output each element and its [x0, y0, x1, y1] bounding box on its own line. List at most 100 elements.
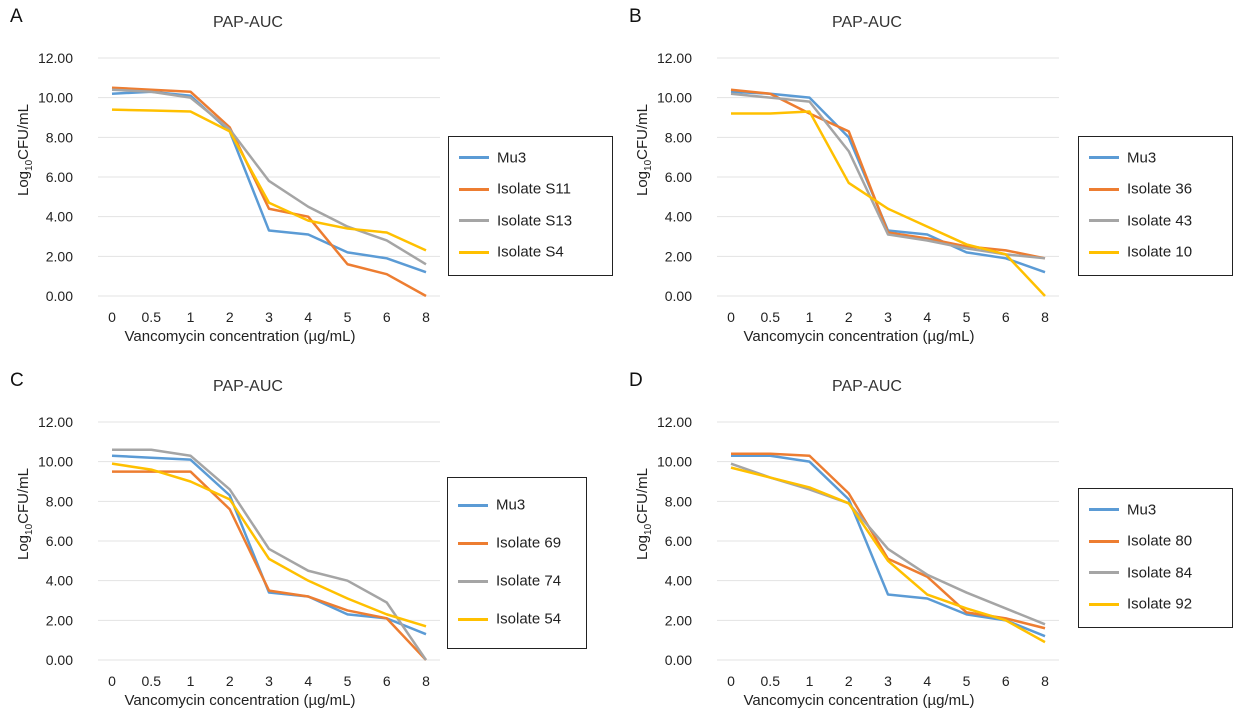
y-axis-title-tail: CFU/mL — [15, 104, 32, 160]
y-tick-label: 12.00 — [657, 414, 692, 430]
series-line — [111, 462, 427, 628]
legend: Mu3 Isolate 69 Isolate 74 Isolate 54 — [447, 477, 587, 649]
x-tick-label: 2 — [845, 309, 853, 325]
legend-label: Isolate S13 — [497, 212, 573, 230]
legend-label: Mu3 — [496, 496, 526, 514]
legend-item: Isolate 74 — [458, 572, 561, 594]
x-tick-label: 2 — [226, 309, 234, 325]
series-line — [730, 90, 1046, 274]
y-tick-label: 10.00 — [38, 454, 73, 470]
x-tick-label: 6 — [383, 673, 391, 689]
y-axis-title-sub: 10 — [24, 159, 35, 171]
y-tick-label: 4.00 — [46, 573, 73, 589]
y-tick-label: 2.00 — [665, 612, 692, 628]
y-axis-title-sub: 10 — [643, 523, 654, 535]
panel-letter: B — [629, 6, 642, 27]
legend-swatch — [458, 541, 488, 545]
x-tick-label: 5 — [344, 673, 352, 689]
line-chart: 0.00 2.00 4.00 6.00 8.00 10.00 12.00 0 0.5 1 2 3 4 5 6… — [38, 414, 440, 689]
legend-swatch — [1089, 156, 1119, 160]
legend-swatch — [1089, 250, 1119, 254]
x-tick-label: 0.5 — [142, 673, 162, 689]
legend-swatch — [459, 219, 489, 223]
x-tick-label: 0 — [108, 673, 116, 689]
y-tick-label: 10.00 — [657, 90, 692, 106]
x-tick-label: 0 — [108, 309, 116, 325]
y-axis-title-main: Log — [15, 170, 32, 196]
y-tick-label: 10.00 — [38, 90, 73, 106]
x-tick-label: 1 — [806, 309, 814, 325]
legend-swatch — [1089, 219, 1119, 223]
y-axis-title-tail: CFU/mL — [634, 468, 651, 524]
y-tick-label: 8.00 — [46, 129, 73, 145]
chart-title: PAP-AUC — [832, 14, 902, 31]
y-axis-title-main: Log — [634, 534, 651, 560]
y-tick-label: 10.00 — [657, 454, 692, 470]
series-line — [730, 466, 1046, 644]
legend-label: Isolate 92 — [1127, 595, 1193, 613]
legend-swatch — [458, 579, 488, 583]
series-line — [111, 108, 427, 252]
y-axis-title-sub: 10 — [643, 159, 654, 171]
x-axis-title: Vancomycin concentration (µg/mL) — [743, 328, 975, 345]
y-tick-label: 4.00 — [665, 573, 692, 589]
y-tick-label: 2.00 — [46, 248, 73, 264]
y-axis-title: Log10CFU/mL — [634, 449, 654, 579]
x-tick-label: 8 — [1041, 673, 1049, 689]
y-tick-label: 2.00 — [46, 612, 73, 628]
series-line — [731, 110, 1046, 297]
legend: Mu3 Isolate 80 Isolate 84 Isolate 92 — [1078, 488, 1233, 628]
x-tick-label: 4 — [304, 309, 312, 325]
x-tick-label: 4 — [923, 309, 931, 325]
legend-item: Isolate 54 — [458, 610, 561, 632]
chart-title: PAP-AUC — [213, 378, 283, 395]
chart-panel-c: C PAP-AUC 0.00 2.00 4.00 6.00 8.00 10.00 12.00… — [0, 364, 619, 727]
y-axis-title-tail: CFU/mL — [634, 104, 651, 160]
x-tick-label: 8 — [422, 309, 430, 325]
y-axis-title-sub: 10 — [24, 523, 35, 535]
x-tick-label: 6 — [1002, 309, 1010, 325]
x-tick-label: 0.5 — [761, 309, 781, 325]
legend-item: Isolate 36 — [1089, 180, 1192, 202]
x-tick-label: 8 — [422, 673, 430, 689]
legend-item: Mu3 — [459, 149, 526, 171]
y-tick-label: 6.00 — [46, 533, 73, 549]
legend-label: Mu3 — [1127, 501, 1157, 519]
legend-swatch — [458, 503, 488, 507]
x-tick-label: 5 — [344, 309, 352, 325]
x-tick-label: 4 — [304, 673, 312, 689]
y-axis-title: Log10CFU/mL — [634, 85, 654, 215]
y-tick-label: 6.00 — [46, 169, 73, 185]
legend-swatch — [459, 156, 489, 160]
y-axis-title: Log10CFU/mL — [15, 85, 35, 215]
legend: Mu3 Isolate S11 Isolate S13 Isolate S4 — [448, 136, 613, 276]
x-axis-title: Vancomycin concentration (µg/mL) — [124, 692, 356, 709]
legend-item: Mu3 — [458, 496, 525, 518]
y-axis-title-main: Log — [15, 534, 32, 560]
series-line — [730, 92, 1046, 260]
y-axis-title-tail: CFU/mL — [15, 468, 32, 524]
y-tick-label: 0.00 — [46, 288, 73, 304]
x-tick-label: 1 — [806, 673, 814, 689]
y-tick-label: 0.00 — [665, 652, 692, 668]
chart-panel-b: B PAP-AUC 0.00 2.00 4.00 6.00 8.00 10.00 12.00… — [619, 0, 1238, 363]
y-tick-label: 4.00 — [665, 209, 692, 225]
legend-label: Isolate 74 — [496, 572, 562, 590]
y-tick-label: 8.00 — [665, 129, 692, 145]
legend-label: Isolate S11 — [497, 180, 571, 198]
legend-item: Isolate S13 — [459, 212, 572, 234]
series-line — [111, 454, 427, 636]
x-tick-label: 0.5 — [761, 673, 781, 689]
x-tick-label: 6 — [383, 309, 391, 325]
legend-item: Isolate 84 — [1089, 564, 1192, 586]
x-tick-label: 5 — [963, 673, 971, 689]
x-tick-label: 1 — [187, 309, 195, 325]
line-chart: 0.00 2.00 4.00 6.00 8.00 10.00 12.00 0 0.5 1 2 3 4 5 6… — [657, 414, 1059, 689]
x-tick-label: 0.5 — [142, 309, 162, 325]
panel-letter: D — [629, 370, 643, 391]
y-tick-label: 12.00 — [657, 50, 692, 66]
x-tick-label: 4 — [923, 673, 931, 689]
legend-label: Isolate 54 — [496, 610, 562, 628]
legend-label: Isolate 36 — [1127, 180, 1193, 198]
legend-item: Isolate 92 — [1089, 595, 1192, 617]
